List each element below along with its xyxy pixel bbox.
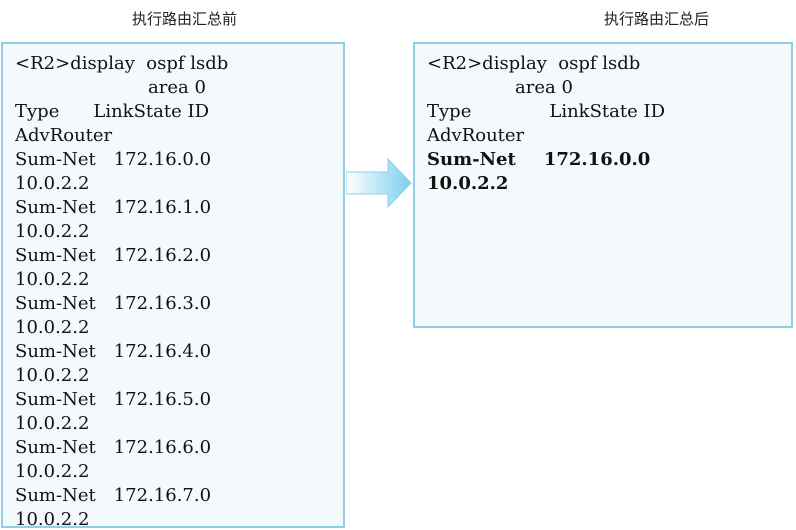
lsdb-row: Sum-Net 172.16.1.0 (15, 196, 331, 220)
row-linkstate-id: 172.16.1.0 (113, 197, 212, 218)
row-linkstate-id: 172.16.0.0 (113, 149, 212, 170)
header-type: Type (15, 101, 60, 122)
row-type: Sum-Net (15, 197, 96, 218)
command-line-area: area 0 (515, 77, 573, 98)
header-linkstate-id: LinkState ID (549, 101, 666, 122)
row-adv-router: 10.0.2.2 (15, 317, 90, 338)
lsdb-row: Sum-Net 172.16.6.0 (15, 436, 331, 460)
row-type: Sum-Net (15, 485, 96, 506)
header-advrouter: AdvRouter (15, 125, 113, 146)
lsdb-row: Sum-Net 172.16.0.0 (15, 148, 331, 172)
row-type: Sum-Net (15, 437, 96, 458)
header-type: Type (427, 101, 472, 122)
table-header-row: Type LinkState ID (427, 100, 779, 124)
lsdb-rows-before: Sum-Net 172.16.0.0 10.0.2.2 Sum-Net 172.16.1… (15, 148, 331, 528)
row-type: Sum-Net (15, 149, 96, 170)
row-linkstate-id: 172.16.2.0 (113, 245, 212, 266)
row-adv-router: 10.0.2.2 (15, 461, 90, 482)
lsdb-row: Sum-Net 172.16.4.0 (15, 340, 331, 364)
header-linkstate-id: LinkState ID (93, 101, 210, 122)
row-type: Sum-Net (15, 245, 96, 266)
command-line-area: area 0 (148, 77, 206, 98)
table-header-row: Type LinkState ID (15, 100, 331, 124)
row-type: Sum-Net (427, 149, 516, 170)
lsdb-row: Sum-Net 172.16.2.0 (15, 244, 331, 268)
lsdb-row: Sum-Net 172.16.0.0 (427, 148, 779, 172)
row-linkstate-id: 172.16.6.0 (113, 437, 212, 458)
header-advrouter: AdvRouter (427, 125, 525, 146)
row-linkstate-id: 172.16.7.0 (113, 485, 212, 506)
caption-before: 执行路由汇总前 (132, 10, 238, 28)
row-adv-router: 10.0.2.2 (15, 365, 90, 386)
lsdb-row: Sum-Net 172.16.3.0 (15, 292, 331, 316)
row-linkstate-id: 172.16.4.0 (113, 341, 212, 362)
lsdb-after-panel: <R2>display ospf lsdb area 0 Type LinkSta… (413, 42, 793, 328)
row-adv-router: 10.0.2.2 (15, 413, 90, 434)
lsdb-before-panel: <R2>display ospf lsdb area 0 Type LinkSta… (1, 42, 345, 528)
row-type: Sum-Net (15, 389, 96, 410)
row-adv-router: 10.0.2.2 (427, 173, 509, 194)
row-linkstate-id: 172.16.3.0 (113, 293, 212, 314)
right-arrow-icon (346, 157, 412, 209)
lsdb-row: Sum-Net 172.16.5.0 (15, 388, 331, 412)
row-adv-router: 10.0.2.2 (15, 269, 90, 290)
command-line: <R2>display ospf lsdb (15, 53, 229, 74)
row-type: Sum-Net (15, 293, 96, 314)
row-adv-router: 10.0.2.2 (15, 173, 90, 194)
row-adv-router: 10.0.2.2 (15, 221, 90, 242)
caption-after: 执行路由汇总后 (604, 10, 710, 28)
row-linkstate-id: 172.16.0.0 (543, 149, 651, 170)
row-adv-router: 10.0.2.2 (15, 509, 90, 528)
command-line: <R2>display ospf lsdb (427, 53, 641, 74)
row-type: Sum-Net (15, 341, 96, 362)
row-linkstate-id: 172.16.5.0 (113, 389, 212, 410)
lsdb-row: Sum-Net 172.16.7.0 (15, 484, 331, 508)
lsdb-rows-after: Sum-Net 172.16.0.0 10.0.2.2 (427, 148, 779, 196)
